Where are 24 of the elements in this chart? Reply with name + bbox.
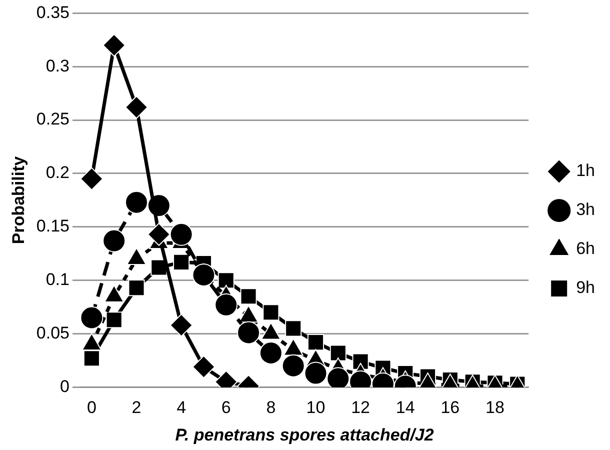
y-tick-label: 0.25	[36, 110, 70, 129]
y-tick-label: 0.15	[36, 216, 70, 236]
y-tick-label: 0.3	[46, 56, 70, 76]
x-tick-label: 12	[351, 398, 370, 418]
y-tick-label: 0	[60, 376, 70, 396]
x-tick-label: 10	[306, 398, 326, 418]
x-tick-label: 16	[440, 398, 460, 418]
x-tick-label: 14	[396, 398, 415, 418]
y-axis-title: Probability	[8, 156, 28, 244]
x-tick-label: 4	[176, 398, 186, 418]
legend-label: 9h	[576, 278, 596, 298]
legend-label: 3h	[576, 200, 596, 220]
y-tick-label: 0.1	[46, 270, 70, 290]
x-tick-label: 0	[86, 398, 96, 418]
x-tick-label: 18	[486, 398, 504, 418]
y-tick-label: 0.2	[46, 163, 70, 182]
x-axis-title: P. penetrans spores attached/J2	[175, 425, 434, 444]
legend-label: 1h	[576, 161, 596, 180]
x-tick-label: 2	[132, 398, 142, 418]
x-tick-label: 8	[266, 398, 276, 418]
x-tick-label: 6	[221, 398, 231, 418]
y-tick-label: 0.05	[36, 323, 70, 342]
legend-label: 6h	[576, 239, 596, 258]
y-tick-label: 0.35	[36, 2, 70, 22]
